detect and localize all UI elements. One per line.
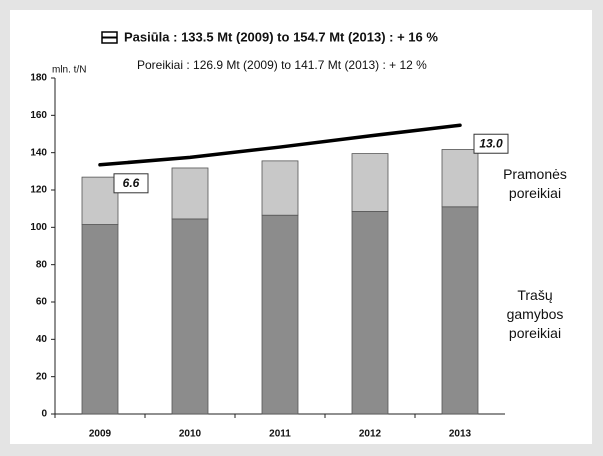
y-tick-label: 40	[36, 334, 48, 345]
series-label: Trašų gamybos poreikiai	[506, 287, 564, 341]
bar-segment	[441, 206, 479, 415]
annotation-box	[113, 173, 149, 194]
y-axis-label: mln. t/N	[52, 65, 86, 76]
x-tick-label: 2009	[89, 429, 112, 440]
bar-segment	[171, 218, 209, 415]
bar-segment	[441, 149, 479, 208]
y-tick-label: 140	[30, 147, 47, 158]
y-tick-label: 80	[36, 259, 48, 270]
y-tick-label: 160	[30, 110, 47, 121]
legend-line-label: Pasiūla : 133.5 Mt (2009) to 154.7 Mt (2…	[124, 29, 438, 44]
line-series	[98, 123, 462, 167]
bar-segment	[351, 153, 389, 212]
bar-segment	[171, 167, 209, 220]
bar-segment	[81, 224, 119, 415]
bar-segment	[81, 176, 119, 225]
chart-subtitle: Poreikiai : 126.9 Mt (2009) to 141.7 Mt …	[137, 58, 427, 72]
y-tick-label: 180	[30, 73, 47, 84]
bar-segment	[261, 214, 299, 415]
annotation: 6.6	[123, 176, 140, 190]
annotation-box	[473, 133, 509, 154]
annotation: 13.0	[479, 136, 503, 150]
bar-segment	[261, 160, 299, 216]
x-tick-label: 2013	[449, 429, 472, 440]
x-tick-label: 2010	[179, 429, 202, 440]
series-label: Pramonės poreikiai	[503, 166, 567, 201]
x-tick-label: 2011	[269, 429, 291, 440]
y-tick-label: 60	[36, 297, 48, 308]
y-tick-label: 0	[41, 409, 47, 420]
x-tick-label: 2012	[359, 429, 382, 440]
bar-segment	[351, 211, 389, 415]
y-tick-label: 20	[36, 371, 48, 382]
y-tick-label: 100	[30, 222, 47, 233]
y-tick-label: 120	[30, 185, 47, 196]
